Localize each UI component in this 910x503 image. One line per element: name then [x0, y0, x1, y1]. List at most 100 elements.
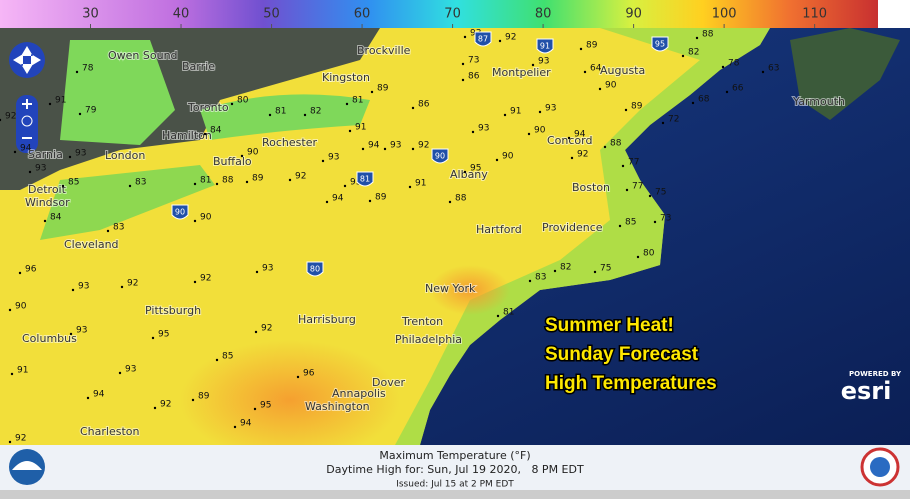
station-dot	[383, 147, 387, 151]
city-label: Toronto	[187, 101, 229, 114]
station-dot	[348, 129, 352, 133]
station-dot	[495, 158, 499, 162]
station-dot	[463, 35, 467, 39]
station-dot	[570, 156, 574, 160]
station-dot	[151, 336, 155, 340]
station-dot	[86, 396, 90, 400]
station-dot	[245, 180, 249, 184]
interstate-shield	[474, 31, 492, 47]
overlay-text: High Temperatures	[545, 373, 717, 394]
city-label: Pittsburgh	[145, 304, 201, 317]
station-dot	[325, 200, 329, 204]
station-dot	[725, 90, 729, 94]
overlay-text: Sunday Forecast	[545, 344, 699, 365]
temperature-label: 89	[252, 174, 264, 184]
temperature-label: 88	[222, 176, 234, 186]
interstate-shield	[171, 204, 189, 220]
interstate-shield	[306, 261, 324, 277]
interstate-shield	[651, 36, 669, 52]
station-dot	[761, 70, 765, 74]
city-label: Dover	[372, 376, 405, 389]
temperature-label: 93	[125, 365, 136, 375]
temperature-label: 73	[660, 214, 671, 224]
scale-label: 70	[444, 7, 461, 22]
station-dot	[78, 112, 82, 116]
station-dot	[28, 170, 32, 174]
zoom-control[interactable]	[16, 95, 38, 153]
temperature-label: 93	[76, 326, 87, 336]
temperature-label: 81	[503, 308, 514, 318]
station-dot	[471, 130, 475, 134]
overlay-text: Summer Heat!	[545, 315, 674, 336]
temperature-label: 66	[732, 84, 744, 94]
temperature-label: 84	[50, 213, 62, 223]
station-dot	[118, 371, 122, 375]
station-dot	[370, 90, 374, 94]
temperature-label: 91	[510, 107, 521, 117]
station-dot	[625, 188, 629, 192]
scale-label: 90	[625, 7, 642, 22]
interstate-shield	[431, 148, 449, 164]
interstate-number: 90	[435, 152, 445, 161]
city-label: Yarmouth	[792, 95, 845, 108]
temperature-label: 82	[560, 263, 571, 273]
footer-title: Maximum Temperature (°F)	[379, 449, 530, 462]
station-dot	[538, 110, 542, 114]
city-label: Windsor	[25, 196, 70, 209]
scale-label: 30	[82, 7, 99, 22]
temperature-label: 95	[470, 164, 481, 174]
station-dot	[448, 200, 452, 204]
temperature-label: 92	[418, 141, 429, 151]
temperature-label: 88	[702, 30, 714, 40]
city-label: New York	[425, 282, 476, 295]
station-dot	[408, 185, 412, 189]
temperature-label: 93	[328, 153, 339, 163]
scale-label: 60	[354, 7, 371, 22]
station-dot	[71, 288, 75, 292]
temperature-label: 91	[415, 179, 426, 189]
temperature-label: 93	[390, 141, 401, 151]
station-dot	[498, 39, 502, 43]
temperature-label: 93	[478, 124, 489, 134]
temperature-label: 82	[688, 48, 699, 58]
interstate-number: 91	[540, 42, 550, 51]
temperature-label: 89	[377, 84, 389, 94]
station-dot	[361, 147, 365, 151]
station-dot	[193, 182, 197, 186]
city-label: Boston	[572, 181, 610, 194]
temperature-label: 95	[260, 401, 271, 411]
temperature-label: 77	[628, 158, 639, 168]
temperature-label: 80	[643, 249, 655, 259]
station-dot	[691, 101, 695, 105]
station-dot	[153, 406, 157, 410]
interstate-number: 95	[655, 40, 665, 49]
temperature-label: 75	[655, 188, 666, 198]
station-dot	[254, 330, 258, 334]
temperature-label: 85	[625, 218, 636, 228]
city-label: Harrisburg	[298, 313, 356, 326]
temperature-label: 68	[698, 95, 710, 105]
city-label: Hartford	[476, 223, 522, 236]
temperature-label: 92	[15, 434, 26, 444]
status-bar	[0, 490, 910, 499]
station-dot	[61, 184, 65, 188]
city-label: Washington	[305, 400, 370, 413]
station-dot	[411, 106, 415, 110]
temperature-label: 94	[368, 141, 380, 151]
temperature-label: 88	[610, 139, 622, 149]
station-dot	[253, 407, 257, 411]
station-dot	[8, 440, 12, 444]
station-dot	[296, 375, 300, 379]
temperature-label: 96	[25, 265, 37, 275]
station-dot	[721, 65, 725, 69]
temperature-label: 92	[261, 324, 272, 334]
station-dot	[18, 271, 22, 275]
city-label: London	[105, 149, 145, 162]
city-label: Kingston	[322, 71, 370, 84]
temperature-label: 95	[158, 330, 169, 340]
station-dot	[321, 159, 325, 163]
temperature-label: 72	[668, 115, 679, 125]
nav-control[interactable]	[9, 42, 45, 78]
city-label: Montpelier	[492, 66, 551, 79]
